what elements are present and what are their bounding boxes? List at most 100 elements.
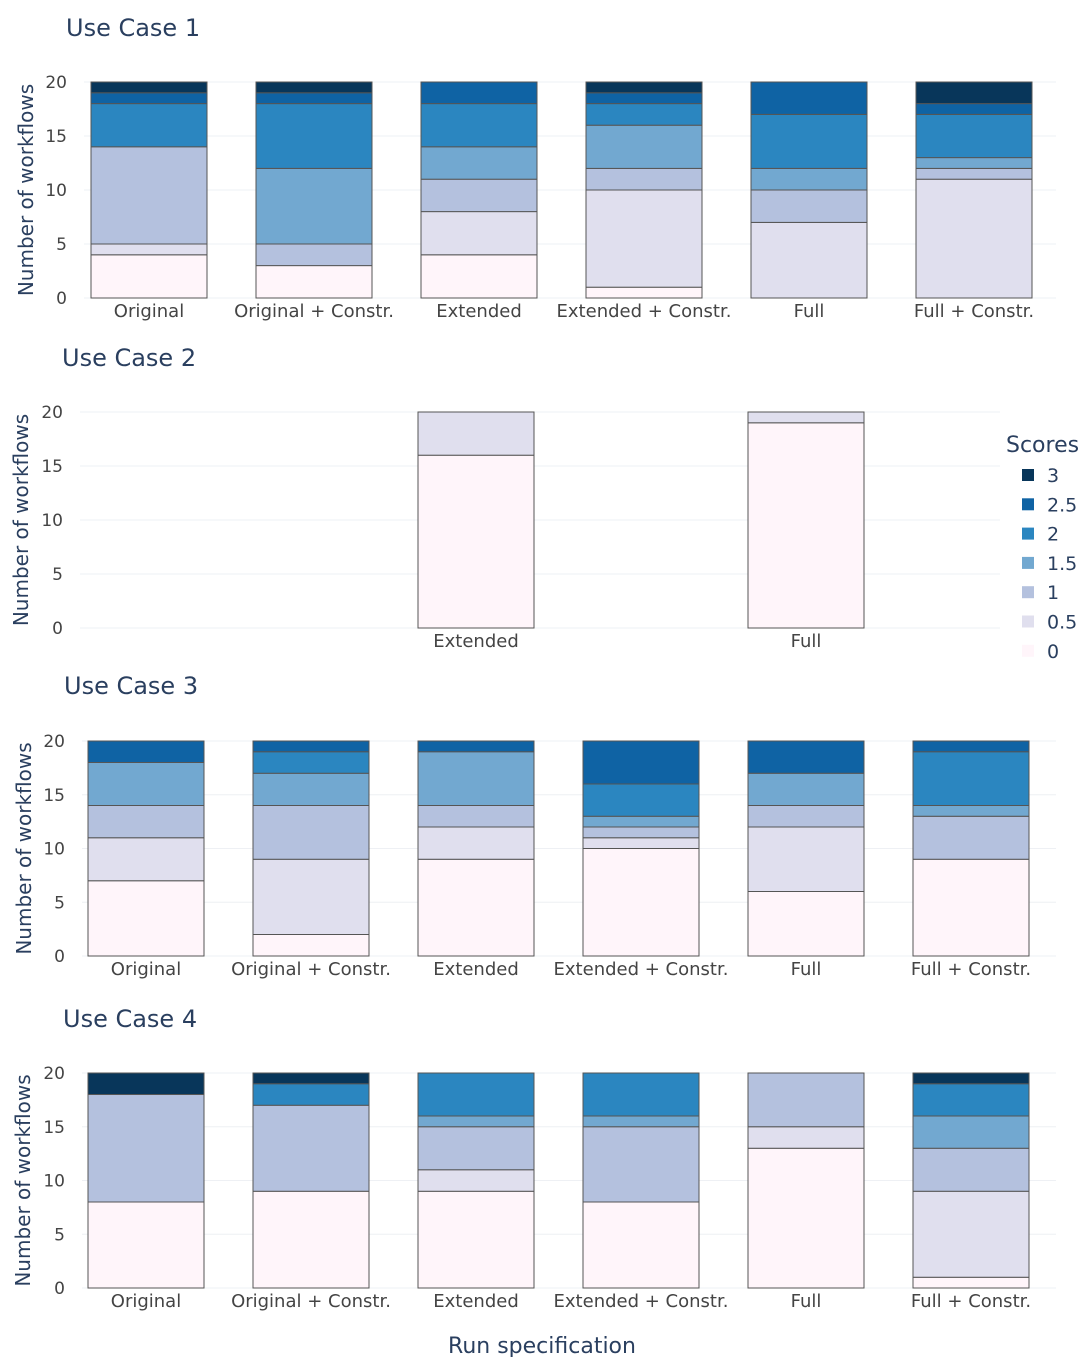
legend-entry-label: 1 (1047, 582, 1059, 604)
y-tick-label: 0 (54, 947, 65, 967)
x-category-label: Extended (433, 631, 519, 652)
x-category-label: Extended + Constr. (554, 1291, 729, 1312)
bar-segment (90, 92, 208, 105)
legend-entry-label: 0 (1047, 641, 1059, 663)
bar-segment (87, 880, 205, 957)
bar-segment (255, 81, 373, 94)
legend-swatch (1022, 469, 1034, 481)
legend-swatch (1022, 644, 1034, 657)
bar-segment (582, 848, 700, 957)
legend-swatch (1022, 556, 1034, 569)
bar-segment (417, 751, 535, 806)
bar-segment (912, 858, 1030, 957)
bar-segment (252, 934, 370, 957)
bar-segment (252, 751, 370, 774)
bar-segment (750, 167, 868, 191)
bar-segment (252, 1104, 370, 1192)
x-category-label: Original (114, 301, 184, 322)
bar-segment (582, 1201, 700, 1289)
bar-segment (417, 411, 535, 456)
bar-segment (582, 740, 700, 785)
bar-segment (912, 1072, 1030, 1085)
bar-segment (750, 113, 868, 169)
bar-segment (585, 81, 703, 94)
bar-segment (255, 92, 373, 105)
bar-segment (747, 1147, 865, 1289)
bar-segment (420, 211, 538, 256)
x-category-label: Full + Constr. (911, 959, 1031, 980)
bar-segment (417, 454, 535, 629)
bar-segment (747, 1126, 865, 1149)
bar-segment (582, 1072, 700, 1117)
bar-segment (420, 178, 538, 213)
x-category-label: Full + Constr. (914, 301, 1034, 322)
legend-swatch (1022, 527, 1034, 540)
y-tick-label: 20 (43, 732, 65, 752)
bar-segment (915, 103, 1033, 115)
bar-segment (912, 815, 1030, 860)
bar-segment (915, 157, 1033, 169)
bar-segment (417, 1169, 535, 1192)
y-tick-label: 0 (54, 1279, 65, 1299)
bar-segment (750, 81, 868, 115)
bar-segment (417, 1126, 535, 1171)
legend-entry-label: 3 (1047, 465, 1059, 487)
x-category-label: Original + Constr. (231, 959, 391, 980)
bar-segment (420, 254, 538, 299)
panel-title: Use Case 4 (63, 1005, 197, 1033)
y-tick-label: 15 (43, 786, 65, 806)
bar-segment (915, 113, 1033, 159)
y-tick-label: 10 (41, 511, 63, 531)
bar-segment (252, 858, 370, 935)
y-tick-label: 0 (52, 619, 63, 639)
y-tick-label: 10 (43, 1172, 65, 1192)
bar-segment (912, 740, 1030, 753)
bar-segment (90, 243, 208, 256)
x-category-label: Extended (433, 1291, 519, 1312)
y-tick-label: 0 (56, 289, 67, 309)
x-category-label: Full (791, 959, 822, 980)
bar-segment (252, 1083, 370, 1106)
bar-segment (87, 805, 205, 839)
bar-segment (87, 1094, 205, 1203)
bar-segment (417, 1115, 535, 1128)
x-axis-label: Run specification (448, 1334, 636, 1357)
x-category-label: Full (791, 1291, 822, 1312)
bar-segment (750, 221, 868, 299)
bar-segment (417, 805, 535, 828)
bar-segment (420, 81, 538, 105)
bar-segment (915, 81, 1033, 105)
y-axis-label: Number of workflows (11, 1074, 35, 1286)
bar-segment (582, 815, 700, 828)
bar-segment (747, 891, 865, 957)
x-category-label: Original + Constr. (234, 301, 394, 322)
x-category-label: Extended + Constr. (554, 959, 729, 980)
bar-segment (417, 826, 535, 860)
bar-segment (252, 1072, 370, 1085)
y-tick-label: 20 (41, 403, 63, 423)
bar-segment (747, 740, 865, 774)
bar-segment (255, 265, 373, 299)
bar-segment (585, 103, 703, 126)
y-tick-label: 20 (43, 1064, 65, 1084)
y-tick-label: 10 (43, 840, 65, 860)
y-axis-label: Number of workflows (14, 84, 38, 296)
bar-segment (255, 103, 373, 169)
y-axis-label: Number of workflows (12, 742, 36, 954)
bar-segment (912, 1115, 1030, 1149)
bar-segment (915, 167, 1033, 180)
legend-swatch (1022, 586, 1034, 599)
bar-segment (915, 178, 1033, 299)
x-category-label: Original (111, 959, 181, 980)
bar-segment (747, 772, 865, 806)
legend-entry-label: 2.5 (1047, 494, 1077, 516)
bar-segment (87, 1201, 205, 1289)
bar-segment (90, 146, 208, 245)
bar-segment (585, 286, 703, 299)
y-tick-label: 5 (54, 893, 65, 913)
x-category-label: Full + Constr. (911, 1291, 1031, 1312)
x-category-label: Full (791, 631, 822, 652)
bar-segment (87, 837, 205, 882)
bar-segment (87, 1072, 205, 1095)
